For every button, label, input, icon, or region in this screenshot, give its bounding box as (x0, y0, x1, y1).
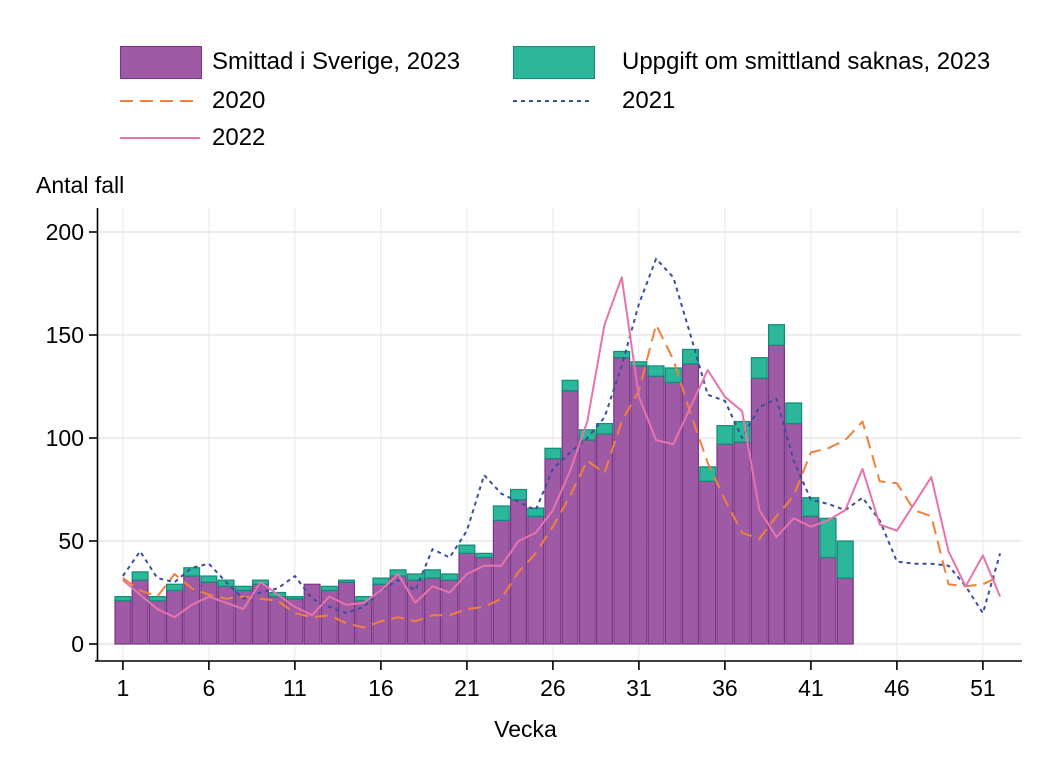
bar-saknas-week-8 (234, 585, 252, 592)
bar-saknas-week-29 (595, 422, 613, 435)
bar-smittad-week-37 (733, 441, 751, 645)
bar-saknas-week-38 (750, 357, 768, 379)
bar-saknas-week-40 (785, 402, 803, 425)
bar-smittad-week-29 (595, 433, 613, 645)
x-tick-label-36: 36 (712, 675, 738, 701)
bar-saknas-week-42 (819, 517, 837, 559)
bar-smittad-week-30 (613, 357, 631, 645)
bar-saknas-week-28 (578, 429, 596, 441)
bar-saknas-week-4 (166, 583, 184, 592)
x-tick-label-51: 51 (970, 675, 996, 701)
bar-saknas-week-11 (286, 596, 304, 600)
bar-saknas-week-6 (200, 575, 218, 583)
bar-saknas-week-35 (699, 466, 717, 482)
bar-saknas-week-43 (836, 540, 854, 579)
bar-saknas-week-19 (424, 569, 442, 579)
bar-smittad-week-40 (785, 422, 803, 645)
bar-smittad-week-36 (716, 443, 734, 645)
bar-saknas-week-21 (458, 544, 476, 554)
x-tick-label-1: 1 (117, 675, 130, 701)
legend-label-2021: 2021 (622, 87, 676, 114)
bar-saknas-week-20 (441, 573, 459, 581)
bar-smittad-week-23 (492, 519, 510, 645)
legend-label-smittad-sverige: Smittad i Sverige, 2023 (212, 48, 461, 75)
bar-saknas-week-25 (527, 507, 545, 517)
bar-saknas-week-30 (613, 350, 631, 359)
bar-saknas-week-31 (630, 361, 648, 367)
bar-saknas-week-22 (475, 552, 493, 559)
bar-saknas-week-39 (767, 324, 785, 346)
bar-saknas-week-16 (372, 577, 390, 585)
bar-smittad-week-21 (458, 552, 476, 645)
bar-smittad-week-11 (286, 598, 304, 645)
legend-label-2020: 2020 (212, 87, 266, 114)
line-2020 (122, 323, 1001, 629)
y-tick-label-200: 200 (46, 219, 84, 245)
line-2022 (122, 276, 1002, 619)
y-tick-label-0: 0 (71, 631, 84, 657)
bars-smittad-sverige (114, 344, 854, 645)
y-tick-label-100: 100 (46, 425, 84, 451)
legend-label-2022: 2022 (212, 124, 266, 151)
x-tick-label-46: 46 (884, 675, 910, 701)
legend-swatch-uppgift-saknas (513, 46, 595, 79)
bar-smittad-week-7 (217, 585, 235, 645)
bar-saknas-week-23 (492, 505, 510, 522)
legend-swatch-smittad-sverige (120, 46, 202, 79)
y-axis-ticks: 0 50 100 150 200 (46, 219, 97, 657)
legend-line-2020 (120, 100, 200, 102)
bar-smittad-week-6 (200, 581, 218, 645)
bar-saknas-week-36 (716, 425, 734, 445)
bar-saknas-week-17 (389, 569, 407, 577)
y-tick-label-50: 50 (58, 528, 84, 554)
bar-saknas-week-27 (561, 379, 579, 392)
bar-saknas-week-13 (320, 585, 338, 592)
bar-smittad-week-22 (475, 556, 493, 645)
bar-smittad-week-15 (355, 600, 373, 645)
bar-smittad-week-35 (699, 480, 717, 645)
y-tick-label-150: 150 (46, 322, 84, 348)
bar-saknas-week-14 (338, 579, 356, 583)
bar-saknas-week-34 (681, 348, 699, 365)
bar-saknas-week-3 (148, 596, 166, 602)
legend-line-2022 (120, 137, 200, 139)
bar-smittad-week-31 (630, 365, 648, 645)
bar-smittad-week-17 (389, 575, 407, 645)
bar-saknas-week-18 (406, 573, 424, 581)
bar-smittad-week-32 (647, 375, 665, 645)
axes (95, 208, 1022, 662)
x-tick-label-6: 6 (203, 675, 216, 701)
bars-uppgift-saknas (114, 324, 854, 602)
bar-saknas-week-24 (510, 488, 528, 501)
bar-smittad-week-39 (767, 344, 785, 645)
x-tick-label-16: 16 (368, 675, 394, 701)
bar-smittad-week-26 (544, 458, 562, 645)
bar-smittad-week-3 (148, 600, 166, 645)
bar-saknas-week-2 (131, 571, 149, 581)
bar-saknas-week-5 (183, 567, 201, 577)
bar-smittad-week-42 (819, 556, 837, 645)
x-tick-label-26: 26 (540, 675, 566, 701)
legend-label-uppgift-saknas: Uppgift om smittland saknas, 2023 (622, 48, 991, 75)
bar-smittad-week-41 (802, 515, 820, 645)
x-tick-label-21: 21 (454, 675, 480, 701)
bar-smittad-week-27 (561, 390, 579, 645)
x-tick-label-41: 41 (798, 675, 824, 701)
legend-line-2021 (513, 100, 593, 102)
bar-smittad-week-43 (836, 577, 854, 645)
bar-smittad-week-18 (406, 579, 424, 645)
bar-saknas-week-1 (114, 596, 132, 602)
y-axis-title: Antal fall (36, 172, 125, 198)
x-axis-title: Vecka (494, 716, 557, 742)
bar-saknas-week-26 (544, 447, 562, 460)
bar-smittad-week-1 (114, 600, 132, 645)
x-tick-label-11: 11 (283, 675, 307, 701)
bar-smittad-week-33 (664, 381, 682, 645)
x-tick-label-31: 31 (626, 675, 652, 701)
line-2021 (122, 257, 1002, 615)
bar-saknas-week-32 (647, 365, 665, 377)
x-axis-ticks: 1 6 11 16 21 26 31 36 41 46 51 (117, 661, 996, 701)
